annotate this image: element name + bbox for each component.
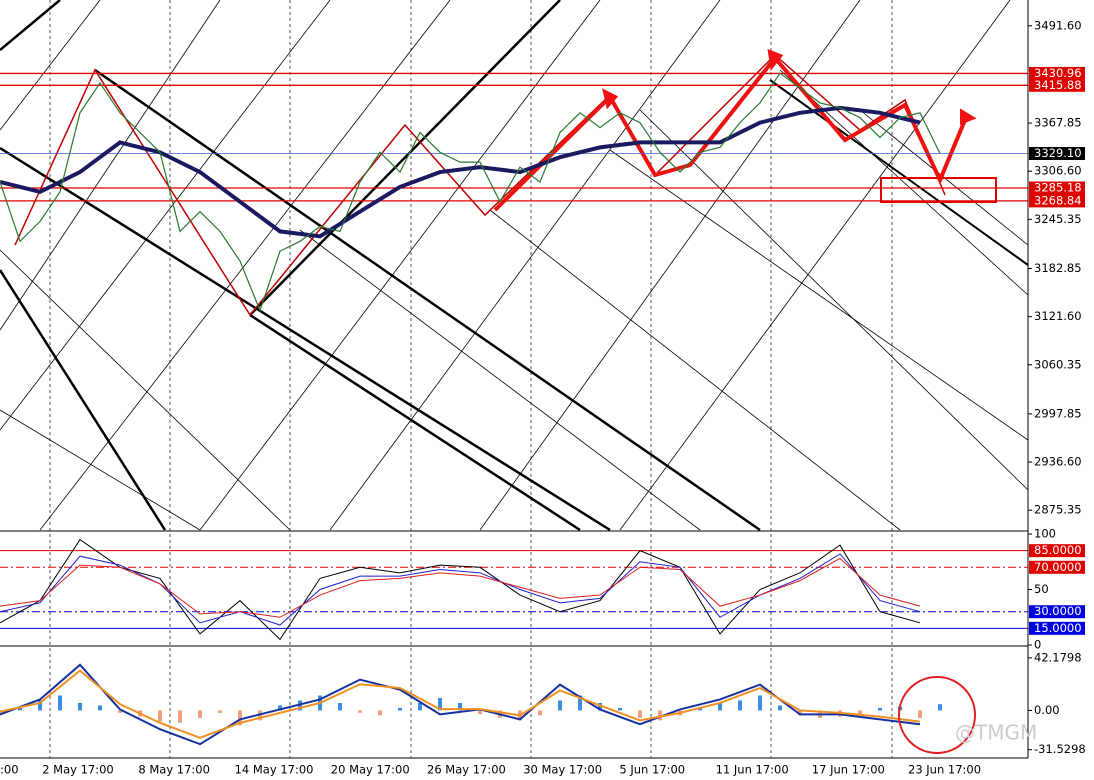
level-label: 3415.88	[1034, 78, 1082, 92]
level-label: 3268.84	[1034, 193, 1082, 207]
histogram-bar	[598, 702, 602, 711]
histogram-bar	[418, 702, 422, 711]
level-label-bg	[1029, 560, 1085, 574]
y-tick-label: 3182.85	[1034, 261, 1082, 275]
plot-area: 3491.60 3367.85 3306.60 3245.35 3182.85 3121.…	[0, 18, 1086, 777]
y-tick-label: 3367.85	[1034, 116, 1082, 130]
series-line	[0, 538, 921, 641]
histogram-bar	[158, 710, 162, 722]
series-line	[0, 105, 921, 239]
y-tick-label: 3491.60	[1034, 18, 1082, 32]
level-label-bg	[1029, 66, 1085, 80]
histogram-bar	[658, 710, 662, 721]
y-tick-label: 50	[1034, 582, 1049, 596]
y-tick-label: 100	[1034, 527, 1056, 541]
histogram-bar	[858, 710, 862, 715]
x-tick-label: :00	[0, 763, 19, 777]
histogram-bar	[698, 707, 702, 711]
level-label: 15.0000	[1034, 621, 1082, 635]
histogram-bar	[638, 710, 642, 718]
histogram-bar	[478, 710, 482, 715]
histogram-bar	[938, 704, 942, 711]
y-tick-label: 2997.85	[1034, 406, 1082, 420]
series-line	[0, 72, 941, 313]
y-tick-label: 3121.60	[1034, 309, 1082, 323]
highlight-circle	[898, 676, 976, 754]
histogram-bar	[58, 695, 62, 711]
histogram-bar	[358, 710, 362, 713]
y-tick-label: 42.1798	[1034, 650, 1082, 664]
level-label: 3430.96	[1034, 66, 1082, 80]
histogram-bar	[718, 702, 722, 711]
x-tick-label: 11 Jun 17:00	[716, 763, 789, 777]
watermark: @TMGM	[955, 721, 1037, 745]
histogram-bar	[458, 702, 462, 711]
y-tick-label: 3060.35	[1034, 357, 1082, 371]
x-tick-label: 5 Jun 17:00	[619, 763, 685, 777]
x-tick-label: 2 May 17:00	[42, 763, 114, 777]
histogram-bar	[18, 707, 22, 711]
histogram-bar	[198, 710, 202, 718]
level-label: 85.0000	[1034, 543, 1082, 557]
x-tick-label: 14 May 17:00	[235, 763, 314, 777]
x-tick-label: 8 May 17:00	[138, 763, 210, 777]
x-tick-label: 30 May 17:00	[523, 763, 602, 777]
histogram-bar	[238, 710, 242, 726]
histogram-bar	[918, 710, 922, 718]
level-label-bg	[1029, 605, 1085, 619]
histogram-bar	[98, 705, 102, 711]
level-label: 3329.10	[1034, 146, 1082, 160]
level-label-bg	[1029, 544, 1085, 558]
level-label-bg	[1029, 621, 1085, 635]
histogram-bar	[78, 702, 82, 711]
level-label-bg	[1029, 181, 1085, 195]
x-tick-label: 17 Jun 17:00	[812, 763, 885, 777]
histogram-bar	[738, 700, 742, 711]
level-label: 30.0000	[1034, 604, 1082, 618]
histogram-bar	[378, 710, 382, 716]
trend-lines	[0, 0, 1029, 532]
level-label: 70.0000	[1034, 560, 1082, 574]
y-tick-label: 3245.35	[1034, 212, 1082, 226]
y-tick-label: 2875.35	[1034, 503, 1082, 517]
x-tick-label: 23 Jun 17:00	[908, 763, 981, 777]
histogram-bar	[578, 695, 582, 711]
series-line	[0, 663, 921, 746]
level-label-bg	[1029, 194, 1085, 208]
histogram-bar	[278, 705, 282, 711]
arrows	[493, 48, 977, 212]
y-tick-label: 0.00	[1034, 703, 1060, 717]
level-label-bg	[1029, 147, 1085, 161]
series-line	[0, 669, 921, 739]
level-label: 3285.18	[1034, 181, 1082, 195]
histogram-bar	[398, 707, 402, 711]
histogram-bar	[438, 697, 442, 711]
y-tick-label: 0	[1034, 638, 1041, 652]
histogram-bar	[798, 710, 802, 716]
histogram-bar	[618, 707, 622, 711]
y-tick-label: -31.5298	[1034, 742, 1086, 756]
x-tick-label: 26 May 17:00	[427, 763, 506, 777]
histogram-bar	[538, 710, 542, 716]
histogram-bar	[38, 700, 42, 711]
histogram-bar	[778, 705, 782, 711]
histogram-bar	[878, 707, 882, 711]
histogram-bar	[178, 710, 182, 723]
histogram-bar	[218, 710, 222, 713]
x-tick-label: 20 May 17:00	[331, 763, 410, 777]
y-tick-label: 3306.60	[1034, 164, 1082, 178]
histogram-bar	[558, 700, 562, 711]
series-line	[0, 557, 921, 618]
y-tick-label: 2936.60	[1034, 455, 1082, 469]
level-label-bg	[1029, 78, 1085, 92]
histogram-bar	[338, 702, 342, 711]
histogram-bar	[118, 710, 122, 713]
histogram-bar	[758, 695, 762, 711]
